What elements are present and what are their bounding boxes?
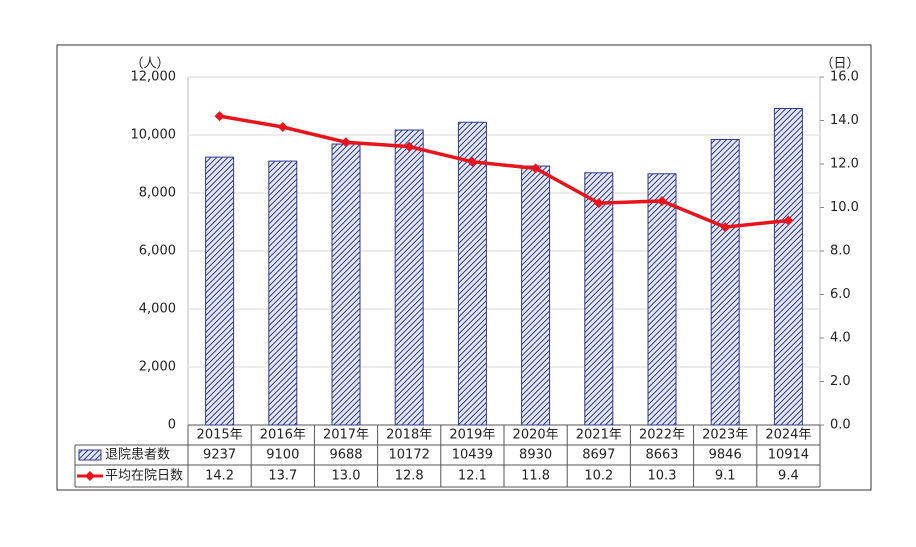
bar bbox=[710, 138, 740, 426]
table-value: 13.7 bbox=[268, 469, 297, 484]
line-marker bbox=[404, 141, 415, 152]
y-axis-label: （人） bbox=[130, 57, 169, 72]
line-marker bbox=[657, 195, 667, 206]
legend-label: 平均在院日数 bbox=[105, 469, 183, 484]
x-tick-label: 2019年 bbox=[449, 428, 495, 443]
table-value: 10172 bbox=[389, 448, 430, 463]
bar bbox=[205, 156, 235, 426]
line-marker bbox=[277, 122, 288, 133]
x-tick-label: 2018年 bbox=[386, 428, 432, 443]
x-tick-label: 2016年 bbox=[260, 428, 306, 443]
y-tick-label: 4,000 bbox=[139, 302, 176, 317]
chart-frame bbox=[56, 44, 872, 491]
table-value: 9688 bbox=[329, 448, 362, 463]
y-tick-label: 10,000 bbox=[131, 128, 177, 143]
line-marker bbox=[467, 156, 478, 167]
bar bbox=[268, 160, 298, 426]
x-tick-label: 2021年 bbox=[576, 428, 622, 443]
bar bbox=[521, 165, 551, 426]
bar bbox=[647, 173, 677, 426]
table-value: 8697 bbox=[582, 448, 615, 463]
y2-tick-label: 12.0 bbox=[830, 157, 859, 172]
table-value: 9.1 bbox=[715, 469, 736, 484]
y2-tick-label: 6.0 bbox=[830, 287, 851, 302]
table-value: 9100 bbox=[266, 448, 299, 463]
line-marker bbox=[214, 111, 225, 122]
bar bbox=[773, 107, 803, 426]
table-value: 11.8 bbox=[521, 469, 550, 484]
x-tick-label: 2022年 bbox=[639, 428, 685, 443]
y-tick-label: 12,000 bbox=[131, 70, 177, 85]
y2-tick-label: 2.0 bbox=[830, 374, 851, 389]
y2-tick-label: 4.0 bbox=[830, 331, 851, 346]
table-value: 13.0 bbox=[332, 469, 361, 484]
bar bbox=[584, 172, 614, 426]
table-value: 9846 bbox=[709, 448, 742, 463]
table-value: 10914 bbox=[768, 448, 809, 463]
x-tick-label: 2020年 bbox=[513, 428, 559, 443]
x-tick-label: 2023年 bbox=[702, 428, 748, 443]
y-tick-label: 8,000 bbox=[139, 186, 176, 201]
legend-marker bbox=[85, 471, 95, 481]
table-value: 10.2 bbox=[584, 469, 613, 484]
bar bbox=[394, 129, 424, 426]
y2-tick-label: 16.0 bbox=[830, 70, 859, 85]
line-marker bbox=[720, 222, 731, 233]
table-value: 12.1 bbox=[458, 469, 487, 484]
table-value: 8663 bbox=[645, 448, 678, 463]
x-tick-label: 2024年 bbox=[765, 428, 811, 443]
y2-tick-label: 14.0 bbox=[830, 113, 859, 128]
x-tick-label: 2017年 bbox=[323, 428, 369, 443]
x-tick-label: 2015年 bbox=[197, 428, 243, 443]
line-marker bbox=[341, 137, 351, 148]
legend-swatch bbox=[78, 449, 102, 461]
legend-label: 退院患者数 bbox=[105, 448, 170, 463]
y-tick-label: 2,000 bbox=[139, 360, 176, 375]
bar bbox=[457, 121, 487, 426]
table-value: 9237 bbox=[203, 448, 236, 463]
table-value: 9.4 bbox=[778, 469, 799, 484]
table-value: 14.2 bbox=[205, 469, 234, 484]
y-tick-label: 6,000 bbox=[139, 244, 176, 259]
y2-tick-label: 0.0 bbox=[830, 418, 851, 433]
table-value: 12.8 bbox=[395, 469, 424, 484]
table-value: 8930 bbox=[519, 448, 552, 463]
line-marker bbox=[593, 198, 604, 209]
line-marker bbox=[530, 163, 541, 174]
y2-tick-label: 8.0 bbox=[830, 244, 851, 259]
y2-axis-label: （日） bbox=[820, 57, 859, 72]
table-value: 10.3 bbox=[648, 469, 677, 484]
table-value: 10439 bbox=[452, 448, 493, 463]
y-tick-label: 0 bbox=[168, 418, 176, 433]
line-marker bbox=[783, 215, 794, 226]
y2-tick-label: 10.0 bbox=[830, 200, 859, 215]
line bbox=[219, 114, 789, 229]
bar bbox=[331, 143, 361, 426]
